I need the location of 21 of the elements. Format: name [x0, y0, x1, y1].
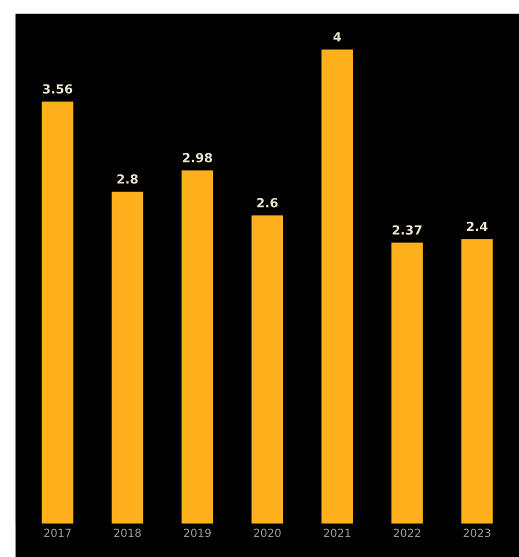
x-tick-label: 2021: [324, 528, 350, 538]
x-tick-label: 2018: [114, 528, 141, 538]
data-label: 2.4: [466, 222, 488, 231]
data-label: 2.98: [182, 152, 212, 162]
x-tick-label: 2019: [184, 528, 211, 538]
bar: [42, 102, 74, 524]
data-label: 4: [333, 32, 341, 42]
data-label: 2.6: [257, 198, 278, 208]
bar: [391, 242, 423, 524]
x-tick-label: 2023: [464, 528, 490, 538]
bar: [461, 239, 493, 524]
x-tick-label: 2020: [254, 528, 281, 538]
bar: [112, 192, 144, 524]
bar: [182, 170, 214, 524]
bar: [252, 215, 284, 524]
x-tick-label: 2022: [394, 528, 420, 538]
x-tick-label: 2017: [44, 528, 71, 538]
data-label: 2.37: [392, 225, 422, 235]
bar: [321, 49, 353, 524]
data-label: 2.8: [117, 174, 138, 184]
data-label: 3.56: [42, 84, 72, 94]
